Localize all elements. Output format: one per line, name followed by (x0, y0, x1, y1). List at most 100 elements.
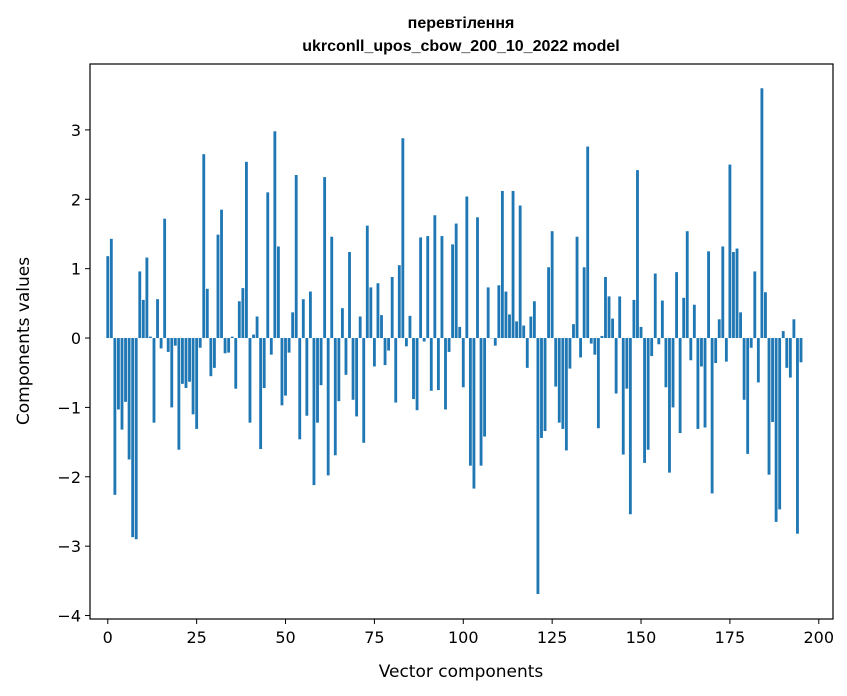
bar-142 (611, 318, 615, 339)
bar-47 (273, 131, 277, 339)
bar-160 (675, 272, 678, 339)
bar-102 (468, 338, 472, 466)
bar-106 (483, 338, 487, 437)
bar-88 (419, 237, 423, 339)
y-axis-ticks: −4 −3 −2 −1 0 1 2 3 (57, 121, 90, 626)
bar-57 (308, 291, 312, 339)
bar-75 (372, 338, 376, 367)
bar-99 (458, 326, 462, 339)
bar-136 (589, 338, 593, 344)
bar-68 (348, 252, 351, 339)
bar-43 (259, 338, 263, 450)
bar-137 (593, 338, 597, 355)
bar-149 (636, 170, 639, 339)
bar-183 (756, 338, 760, 383)
bar-26 (198, 338, 202, 348)
bar-132 (575, 236, 579, 339)
bar-42 (255, 316, 259, 339)
bar-13 (152, 338, 156, 423)
bar-32 (220, 209, 223, 339)
bar-85 (408, 315, 412, 339)
bar-39 (245, 161, 248, 339)
bar-119 (529, 316, 533, 339)
bar-46 (269, 338, 273, 355)
bar-187 (771, 338, 774, 422)
bar-156 (660, 300, 664, 339)
bar-97 (451, 244, 455, 339)
bar-105 (479, 338, 483, 466)
bar-20 (177, 338, 181, 450)
bar-147 (628, 338, 632, 515)
bar-189 (778, 338, 782, 510)
bar-150 (639, 326, 643, 339)
bar-95 (444, 338, 447, 410)
bar-168 (703, 338, 707, 428)
bar-133 (579, 338, 583, 358)
bar-30 (213, 338, 216, 368)
bar-154 (653, 273, 657, 339)
x-tick-label: 175 (715, 628, 746, 647)
bar-48 (276, 246, 280, 339)
bar-49 (280, 338, 284, 406)
bar-81 (394, 338, 398, 403)
bar-1 (109, 238, 113, 339)
bar-166 (696, 338, 700, 429)
bar-29 (209, 338, 213, 377)
bar-69 (351, 338, 355, 400)
bar-110 (497, 285, 501, 339)
x-tick-label: 100 (448, 628, 479, 647)
bar-11 (145, 257, 149, 339)
bar-129 (564, 338, 568, 451)
bar-79 (387, 338, 391, 351)
plot-area-frame (89, 63, 834, 620)
bar-0 (106, 256, 110, 339)
bar-152 (646, 338, 650, 450)
bar-56 (305, 338, 309, 416)
bar-195 (799, 338, 803, 363)
bar-107 (486, 287, 490, 339)
bar-94 (440, 236, 444, 339)
bar-51 (287, 338, 291, 353)
bar-186 (767, 338, 771, 475)
bar-184 (760, 88, 764, 339)
bar-169 (707, 251, 710, 339)
bar-96 (447, 338, 451, 352)
bar-82 (397, 265, 401, 339)
bar-128 (561, 338, 565, 429)
y-tick-label: −2 (57, 468, 81, 487)
bar-182 (753, 271, 757, 339)
bar-73 (365, 225, 369, 339)
bar-117 (522, 325, 526, 339)
bar-104 (476, 217, 479, 339)
bar-84 (404, 338, 408, 347)
bar-163 (685, 231, 689, 339)
bar-143 (614, 338, 618, 394)
bar-87 (415, 338, 419, 411)
bar-25 (195, 338, 199, 429)
bar-31 (216, 234, 220, 339)
bar-112 (504, 291, 508, 339)
bar-91 (429, 338, 433, 391)
bar-134 (582, 267, 586, 339)
bar-193 (792, 319, 796, 339)
bar-65 (337, 338, 341, 402)
bar-190 (781, 331, 785, 339)
chart-title-line2: ukrconll_upos_cbow_200_10_2022 model (302, 38, 619, 55)
bar-125 (550, 231, 554, 339)
bar-164 (689, 338, 693, 361)
y-tick-label: 1 (71, 260, 81, 279)
bar-101 (465, 196, 469, 339)
bar-80 (390, 276, 394, 339)
bar-155 (657, 338, 661, 345)
x-tick-label: 75 (364, 628, 384, 647)
bar-71 (358, 316, 362, 339)
bar-120 (532, 301, 536, 339)
bar-16 (163, 218, 167, 339)
bar-78 (383, 338, 387, 366)
bar-165 (692, 304, 696, 339)
chart-title-line1: перевтілення (408, 15, 515, 32)
bar-145 (621, 338, 625, 455)
bar-92 (433, 215, 437, 339)
bar-111 (500, 190, 504, 339)
bar-124 (547, 267, 551, 339)
